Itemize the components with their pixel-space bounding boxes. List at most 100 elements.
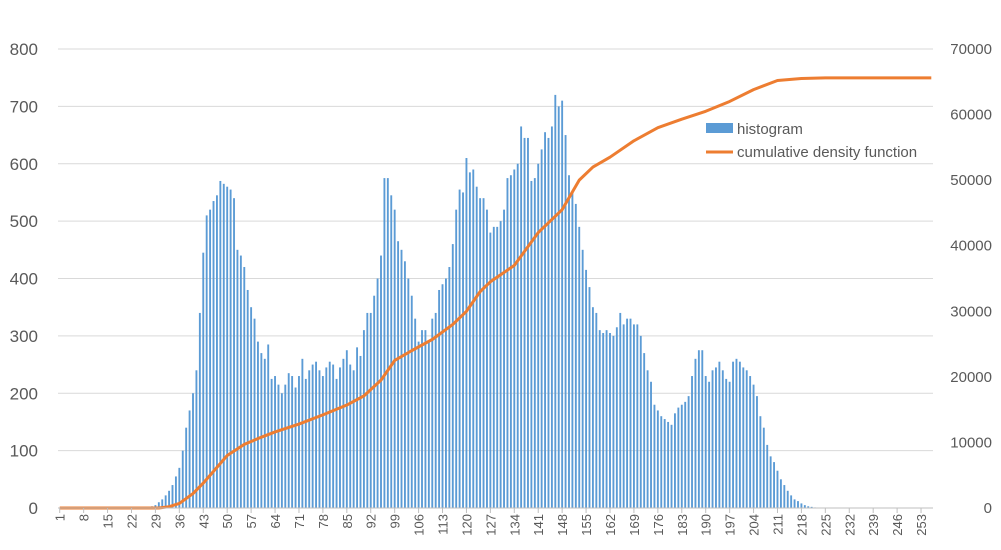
histogram-bar (339, 367, 341, 508)
x-tick-label: 106 (412, 514, 427, 536)
histogram-bar (492, 226, 495, 509)
histogram-bar (564, 135, 567, 508)
histogram-bar (328, 361, 331, 508)
x-tick-label: 8 (77, 514, 92, 521)
histogram-bar (448, 267, 451, 508)
y-left-tick-label: 100 (10, 442, 38, 461)
histogram-bar (636, 324, 639, 508)
histogram-bar (356, 347, 359, 508)
histogram-bar (509, 175, 512, 509)
y-right-tick-label: 10000 (950, 434, 992, 451)
histogram-bar (414, 318, 417, 508)
histogram-bar (335, 378, 338, 508)
histogram-bar (523, 137, 526, 508)
histogram-bar (503, 209, 505, 508)
histogram-bar (776, 470, 779, 508)
histogram-bar (550, 126, 553, 509)
histogram-bar (417, 341, 420, 508)
histogram-bar (568, 175, 570, 509)
histogram-bar (660, 416, 663, 508)
x-tick-label: 155 (579, 514, 594, 536)
histogram-bar (280, 393, 283, 508)
histogram-bar (267, 344, 270, 508)
histogram-bar (650, 381, 652, 508)
histogram-bar (270, 378, 273, 508)
histogram-bar (561, 100, 564, 508)
x-tick-label: 99 (388, 514, 403, 528)
histogram-bar (253, 318, 256, 508)
histogram-bar (557, 106, 560, 509)
histogram-bar (294, 387, 297, 508)
histogram-bar (246, 289, 249, 508)
histogram-bar (181, 450, 184, 509)
histogram-bar (697, 350, 700, 508)
histogram-bar (632, 324, 635, 508)
x-tick-label: 190 (699, 514, 714, 536)
histogram-bar (325, 367, 328, 508)
x-tick-label: 197 (723, 514, 738, 536)
histogram-bar (229, 189, 232, 508)
histogram-bar (332, 364, 335, 508)
histogram-bar (308, 370, 311, 508)
histogram-bar (609, 333, 611, 508)
histogram-bar (721, 370, 724, 508)
histogram-bar (656, 410, 659, 508)
histogram-bar (544, 132, 546, 508)
histogram-bar (434, 312, 437, 508)
gridlines (58, 48, 933, 452)
histogram-bar (403, 261, 406, 508)
x-tick-label: 43 (196, 514, 211, 528)
x-tick-label: 71 (292, 514, 307, 528)
histogram-bar (530, 180, 533, 508)
histogram-bar (615, 327, 618, 508)
histogram-bar (711, 370, 714, 508)
x-tick-label: 204 (747, 514, 762, 536)
histogram-bar (486, 209, 488, 508)
x-tick-label: 176 (651, 514, 666, 536)
histogram-bar (366, 312, 369, 508)
histogram-bar (506, 178, 509, 508)
y-axis-left: 0 100 200 300 400 500 600 700 800 (10, 40, 38, 518)
x-tick-label: 218 (794, 514, 809, 536)
x-tick-label: 134 (507, 514, 522, 536)
histogram-bar (585, 269, 588, 508)
histogram-bar (704, 376, 707, 508)
histogram-bar (462, 192, 464, 508)
histogram-bar (455, 209, 458, 508)
histogram-bar (445, 278, 447, 508)
histogram-bar (797, 501, 799, 508)
histogram-bar (178, 467, 181, 508)
y-right-tick-label: 40000 (950, 238, 992, 255)
x-tick-label: 253 (914, 514, 929, 536)
histogram-bar (390, 195, 393, 508)
histogram-bar (554, 94, 557, 509)
histogram-bar (605, 330, 608, 508)
histogram-bar (581, 249, 584, 508)
histogram-bar (677, 407, 680, 508)
histogram-bar (164, 495, 167, 508)
histogram-bar (762, 427, 765, 508)
histogram-bar (342, 358, 345, 508)
histogram-bar (800, 503, 803, 508)
x-tick-label: 1 (53, 514, 68, 521)
histogram-bar (291, 376, 294, 508)
histogram-bar (397, 241, 400, 508)
x-tick-label: 239 (866, 514, 881, 536)
y-left-tick-label: 500 (10, 212, 38, 231)
x-tick-label: 85 (340, 514, 355, 528)
histogram-bar (284, 384, 287, 508)
histogram-bar (383, 178, 386, 508)
x-tick-label: 22 (124, 514, 139, 528)
y-right-tick-label: 30000 (950, 303, 992, 320)
histogram-bar (274, 376, 276, 508)
histogram-bar (410, 295, 413, 508)
histogram-bar (810, 506, 813, 508)
cdf-line (59, 76, 932, 510)
cdf-line-group (59, 76, 932, 510)
histogram-bar (349, 364, 352, 508)
y-left-tick-label: 600 (10, 155, 38, 174)
x-tick-label: 183 (675, 514, 690, 536)
histogram-bar (540, 149, 543, 508)
x-tick-label: 141 (531, 514, 546, 536)
